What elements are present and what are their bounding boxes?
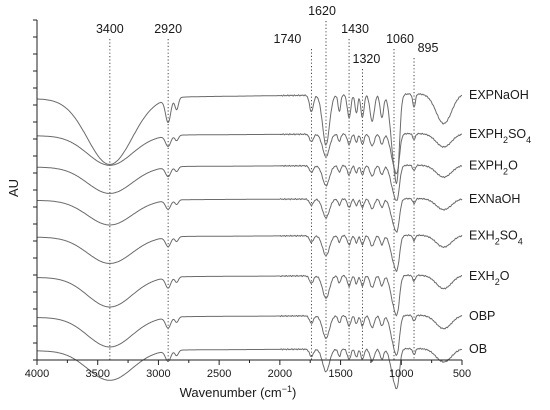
peak-label: 1430	[341, 22, 369, 36]
x-axis-title-close: )	[292, 385, 296, 400]
axes: 4000 3500 3000 2500 2000 1500 1000 500	[25, 19, 471, 380]
spectrum-line	[37, 164, 463, 201]
x-tick-label: 3500	[85, 368, 109, 380]
y-axis-title: AU	[6, 179, 21, 197]
peak-labels: 3400 2920 1740 1620 1430 1320 1060 895	[96, 4, 439, 66]
spectrum-line	[36, 274, 462, 317]
peak-label: 1620	[308, 4, 336, 18]
series-label: EXNaOH	[469, 192, 520, 206]
x-tick-label: 500	[453, 368, 471, 380]
x-tick-label: 4000	[25, 368, 49, 380]
series-label: OBP	[469, 309, 495, 323]
peak-label: 2920	[154, 22, 182, 36]
series-label: OB	[469, 342, 487, 356]
peak-marker-lines	[109, 21, 415, 360]
spectra-group	[36, 93, 463, 390]
peak-label: 1060	[386, 32, 414, 46]
peak-label: 895	[418, 41, 439, 55]
x-tick-label: 2500	[207, 368, 231, 380]
series-label: EXPH2O	[469, 159, 518, 177]
spectrum-line	[37, 197, 463, 233]
series-label: EXH2SO4	[469, 229, 523, 247]
series-label: EXPNaOH	[469, 88, 529, 102]
x-axis-title: Wavenumber (cm−1)	[180, 384, 297, 400]
x-axis-title-exponent: −1	[282, 384, 292, 394]
series-labels: EXPNaOH EXPH2SO4 EXPH2O EXNaOH EXH2SO4 EXH2O O…	[469, 88, 531, 356]
x-tick-label: 3000	[146, 368, 170, 380]
peak-label: 1320	[353, 52, 381, 66]
spectrum-line	[37, 234, 463, 272]
peak-label: 1740	[274, 32, 302, 46]
spectrum-line	[37, 132, 463, 175]
x-axis-title-main: Wavenumber (cm	[180, 385, 282, 400]
x-tick-label: 1000	[389, 368, 413, 380]
x-tick-label: 1500	[328, 368, 352, 380]
x-tick-label: 2000	[268, 368, 292, 380]
spectrum-line	[37, 347, 463, 390]
peak-label: 3400	[96, 22, 124, 36]
series-label: EXH2O	[469, 269, 510, 287]
spectrum-line	[37, 93, 462, 185]
spectrum-line	[36, 314, 463, 356]
series-label: EXPH2SO4	[469, 127, 531, 145]
